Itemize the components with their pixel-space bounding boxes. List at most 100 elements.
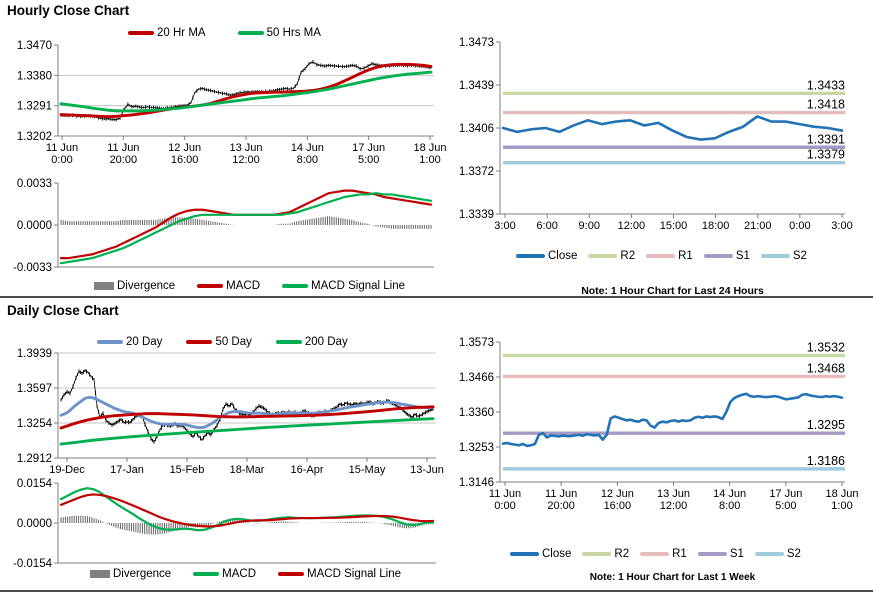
legend-item: Close — [516, 250, 577, 262]
x-tick-label: 17 Jun 5:00 — [769, 488, 802, 512]
x-tick-label: 14 Jun 8:00 — [291, 142, 324, 166]
x-tick-label: 11 Jun 0:00 — [489, 488, 521, 512]
x-tick-label: 18 Jun 1:00 — [413, 142, 446, 166]
legend-item: MACD Signal Line — [282, 280, 405, 292]
pivot-label-r2: 1.3532 — [807, 340, 845, 354]
legend-label: R2 — [620, 250, 636, 262]
y-tick-label: 1.3380 — [17, 70, 52, 82]
line-swatch-macd — [193, 572, 220, 576]
y-tick-label: 1.3253 — [459, 442, 494, 454]
x-tick-label: 18 Jun 1:00 — [825, 488, 858, 512]
legend-label: MACD Signal Line — [307, 568, 402, 580]
divergence-swatch — [90, 570, 110, 578]
legend-item: MACD — [193, 568, 256, 580]
x-tick-label: 15-May — [349, 464, 386, 476]
200-day-line — [59, 417, 435, 446]
x-tick-label: 3:00 — [494, 220, 515, 232]
daily-section-title: Daily Close Chart — [7, 303, 119, 318]
x-tick-label: 13 Jun 12:00 — [657, 488, 690, 512]
x-tick-label: 14 Jun 8:00 — [713, 488, 746, 512]
y-tick-label: 1.3939 — [17, 348, 52, 360]
line-swatch-close — [516, 254, 545, 258]
pivot-label-s1: 1.3391 — [807, 132, 845, 146]
weekly-pivot-plot: 1.3532 1.3468 1.3295 1.3186 1.3573 1.3466 1.33… — [459, 337, 859, 512]
legend-item: R2 — [582, 548, 629, 560]
line-swatch-macd-signal — [278, 572, 305, 576]
20-day-line — [59, 395, 435, 430]
pivot-label-r1: 1.3418 — [807, 98, 845, 112]
x-tick-label: 18:00 — [702, 220, 730, 232]
hourly-pivot-plot: 1.3433 1.3418 1.3391 1.3379 1.3473 1.3439 1.34… — [459, 37, 853, 232]
legend-item: 50 Day — [186, 336, 252, 348]
y-tick-label: 1.3254 — [17, 418, 53, 430]
y-tick-label: 1.3406 — [459, 123, 494, 135]
y-tick-label: 1.3470 — [17, 40, 52, 52]
legend-label: 50 Hrs MA — [266, 27, 321, 39]
x-tick-label: 12:00 — [618, 220, 646, 232]
line-swatch-r2 — [588, 254, 618, 258]
x-tick-label: 11 Jun 20:00 — [545, 488, 577, 512]
legend-label: MACD Signal Line — [311, 280, 406, 292]
line-swatch-20day — [97, 340, 123, 344]
x-tick-label: 9:00 — [579, 220, 600, 232]
price-line — [60, 61, 432, 121]
x-tick-label: 17-Jan — [110, 464, 144, 476]
bottom-divider — [0, 590, 873, 592]
close-line — [501, 392, 844, 448]
legend-label: MACD — [226, 280, 261, 292]
section-divider — [0, 296, 873, 298]
legend-item: Close — [510, 548, 571, 560]
x-tick-label: 13 Jun 12:00 — [229, 142, 262, 166]
macd-signal-line-line — [59, 493, 435, 528]
x-tick-label: 13-Jun — [410, 464, 444, 476]
daily-macd-plot: 0.0154 0.0000 -0.0154 — [13, 478, 436, 570]
line-swatch-s2 — [754, 552, 784, 556]
legend-label: 20 Day — [126, 336, 163, 348]
50-day-line — [59, 405, 435, 430]
x-tick-label: 6:00 — [536, 220, 557, 232]
x-tick-label: 18-Mar — [230, 464, 265, 476]
pivot-label-r1: 1.3468 — [807, 361, 845, 375]
legend-label: Divergence — [117, 280, 176, 292]
line-swatch-20hr-ma — [128, 31, 154, 35]
y-tick-label: -0.0033 — [13, 262, 52, 274]
50-hrs-ma-line — [59, 70, 433, 113]
y-tick-label: 1.3372 — [459, 166, 494, 178]
legend-item: 200 Day — [275, 336, 348, 348]
x-tick-label: 15-Feb — [170, 464, 205, 476]
y-tick-label: 1.3439 — [459, 80, 494, 92]
x-tick-label: 12 Jun 16:00 — [168, 142, 201, 166]
line-swatch-200day — [275, 340, 302, 344]
pivot-label-r2: 1.3433 — [807, 78, 845, 92]
line-swatch-s2 — [760, 254, 790, 258]
legend-item: R1 — [640, 548, 687, 560]
line-swatch-s1 — [703, 254, 733, 258]
y-tick-label: 1.3597 — [17, 383, 52, 395]
y-tick-label: 1.3146 — [459, 477, 494, 489]
pivot-label-s2: 1.3186 — [807, 454, 845, 468]
y-tick-label: 1.3466 — [459, 372, 494, 384]
line-swatch-r1 — [646, 254, 676, 258]
legend-label: R2 — [614, 548, 630, 560]
legend-item: 20 Day — [97, 336, 162, 348]
y-tick-label: -0.0154 — [13, 558, 53, 570]
legend-label: S1 — [729, 548, 744, 560]
hourly-macd-plot: 0.0033 0.0000 -0.0033 — [13, 178, 434, 274]
legend-label: R1 — [672, 548, 687, 560]
pivot-label-s1: 1.3295 — [807, 418, 845, 432]
legend-label: Close — [542, 548, 572, 560]
daily-ma-legend: 20 Day 50 Day 200 Day — [97, 336, 348, 348]
legend-label: Close — [548, 250, 578, 262]
x-tick-label: 3:00 — [831, 220, 852, 232]
y-tick-label: 0.0154 — [17, 478, 53, 490]
hourly-ma-legend: 20 Hr MA 50 Hrs MA — [128, 27, 321, 39]
legend-label: 200 Day — [304, 336, 348, 348]
line-swatch-50day — [186, 340, 213, 344]
x-tick-label: 0:00 — [789, 220, 810, 232]
legend-label: S2 — [792, 250, 807, 262]
x-tick-label: 19-Dec — [49, 464, 85, 476]
close-line — [501, 115, 844, 141]
